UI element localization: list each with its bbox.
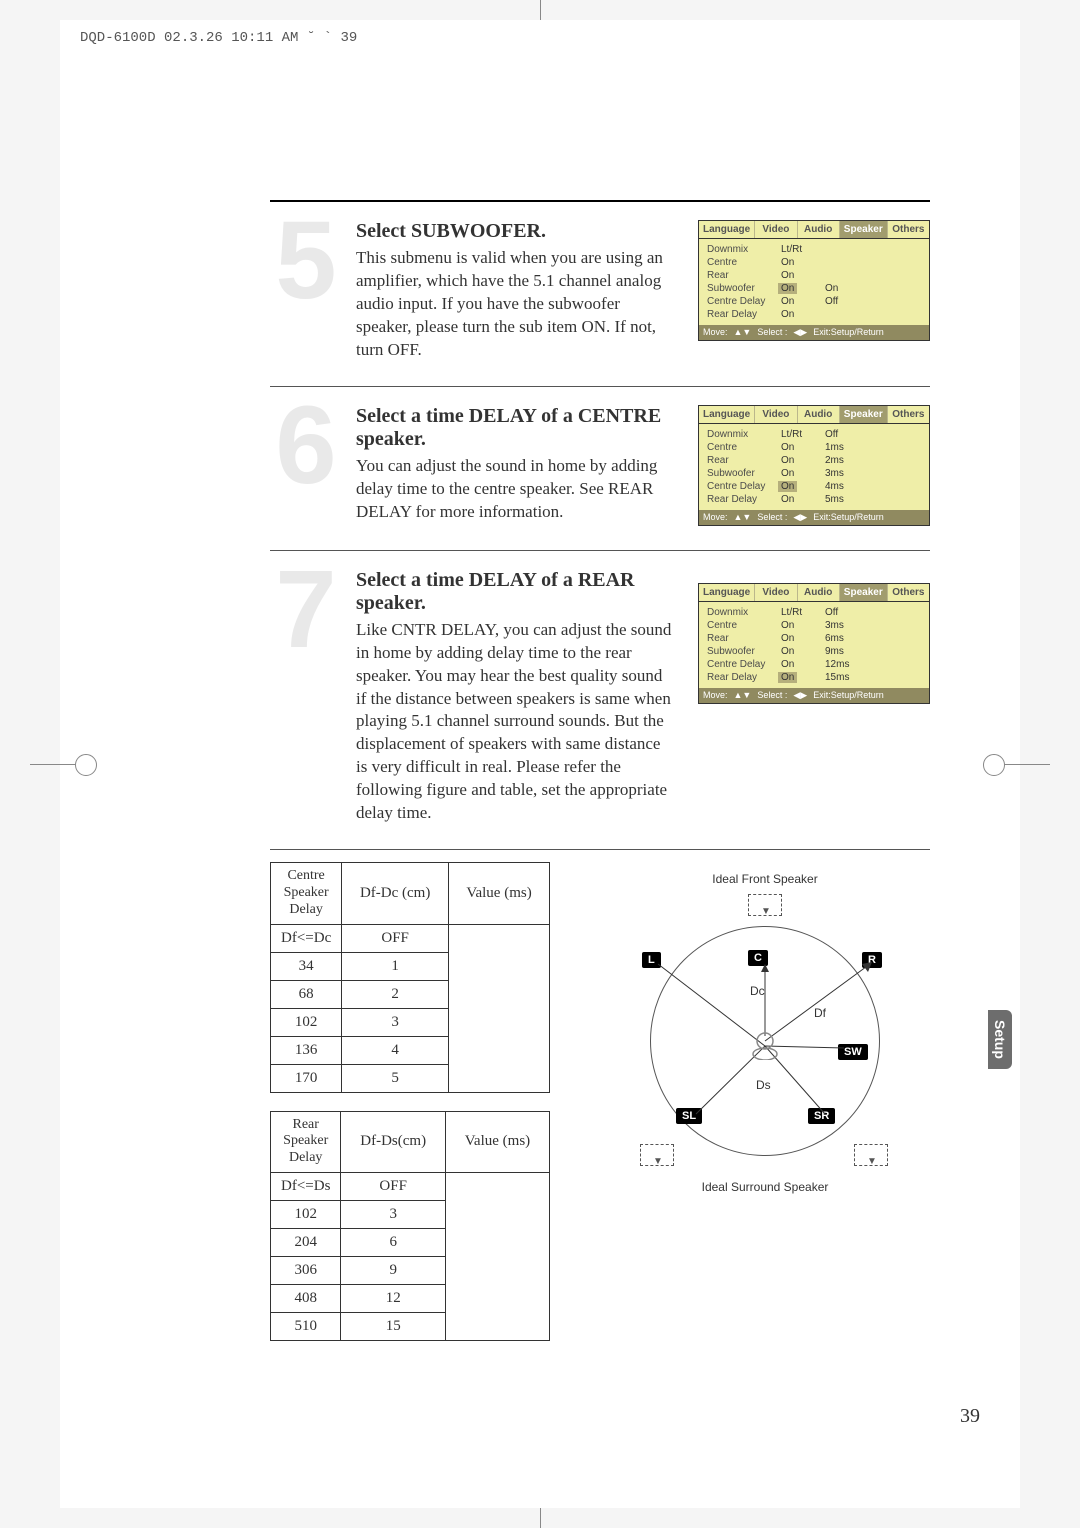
step-title: Select a time DELAY of a REAR speaker. bbox=[356, 569, 672, 615]
menu-footer: Move:▲▼ Select :◀▶ Exit:Setup/Return bbox=[699, 510, 929, 525]
menu-row: CentreOn3ms bbox=[707, 619, 921, 632]
ideal-surround-label: Ideal Surround Speaker bbox=[600, 1180, 930, 1194]
table-row: 1023 bbox=[271, 1200, 550, 1228]
menu-row: CentreOn1ms bbox=[707, 441, 921, 454]
tab-video: Video bbox=[755, 584, 797, 601]
menu-row: DownmixLt/RtOff bbox=[707, 428, 921, 441]
page-number: 39 bbox=[960, 1405, 980, 1428]
tab-speaker: Speaker bbox=[840, 221, 888, 238]
table-row: 1705 bbox=[271, 1064, 550, 1092]
rear-table-label: Rear Speaker Delay bbox=[271, 1111, 341, 1172]
menu-row: SubwooferOn3ms bbox=[707, 467, 921, 480]
menu-row: SubwooferOnOn bbox=[707, 282, 921, 295]
step-6: 6 Select a time DELAY of a CENTRE speake… bbox=[270, 387, 930, 551]
table-row: 1364 bbox=[271, 1036, 550, 1064]
table-row: 341 bbox=[271, 952, 550, 980]
step-7: 7 Select a time DELAY of a REAR speaker.… bbox=[270, 551, 930, 850]
speaker-diagram: Ideal Front Speaker ▼ L C R SW SL SR Dc … bbox=[600, 862, 930, 1359]
table-row: 2046 bbox=[271, 1228, 550, 1256]
step-title: Select a time DELAY of a CENTRE speaker. bbox=[356, 405, 672, 451]
menu-row: Centre DelayOn12ms bbox=[707, 658, 921, 671]
menu-row: RearOn bbox=[707, 269, 921, 282]
tab-speaker: Speaker bbox=[840, 584, 888, 601]
menu-row: Rear DelayOn15ms bbox=[707, 671, 921, 684]
table-row: 3069 bbox=[271, 1256, 550, 1284]
step-text: This submenu is valid when you are using… bbox=[356, 247, 672, 362]
step-5: 5 Select SUBWOOFER. This submenu is vali… bbox=[270, 202, 930, 387]
table-row: 51015 bbox=[271, 1312, 550, 1340]
ideal-front-label: Ideal Front Speaker bbox=[600, 872, 930, 886]
menu-row: CentreOn bbox=[707, 256, 921, 269]
tab-language: Language bbox=[699, 406, 755, 423]
step-text: Like CNTR DELAY, you can adjust the soun… bbox=[356, 619, 672, 825]
menu-row: SubwooferOn9ms bbox=[707, 645, 921, 658]
surround-ideal-box-r: ▼ bbox=[854, 1144, 888, 1166]
tab-video: Video bbox=[755, 221, 797, 238]
tab-others: Others bbox=[888, 584, 929, 601]
side-tab-setup: Setup bbox=[988, 1010, 1012, 1069]
page-body: DQD-6100D 02.3.26 10:11 AM ˘ ` 39 5 Sele… bbox=[60, 20, 1020, 1508]
table-row: Df<=DsOFF bbox=[271, 1172, 550, 1200]
tab-audio: Audio bbox=[798, 406, 840, 423]
menu-row: RearOn6ms bbox=[707, 632, 921, 645]
table-row: 1023 bbox=[271, 1008, 550, 1036]
menu-row: Centre DelayOn4ms bbox=[707, 480, 921, 493]
menu-row: DownmixLt/RtOff bbox=[707, 606, 921, 619]
doc-header: DQD-6100D 02.3.26 10:11 AM ˘ ` 39 bbox=[80, 30, 357, 46]
step-title: Select SUBWOOFER. bbox=[356, 220, 672, 243]
menu-footer: Move:▲▼ Select :◀▶ Exit:Setup/Return bbox=[699, 688, 929, 703]
menu-row: Rear DelayOn bbox=[707, 308, 921, 321]
step-number: 6 bbox=[270, 405, 342, 526]
tab-audio: Audio bbox=[798, 221, 840, 238]
tab-video: Video bbox=[755, 406, 797, 423]
step-text: You can adjust the sound in home by addi… bbox=[356, 455, 672, 524]
menu-row: DownmixLt/Rt bbox=[707, 243, 921, 256]
tab-others: Others bbox=[888, 406, 929, 423]
osd-menu-6: Language Video Audio Speaker Others Down… bbox=[698, 405, 930, 526]
tab-others: Others bbox=[888, 221, 929, 238]
tab-language: Language bbox=[699, 221, 755, 238]
step-number: 5 bbox=[270, 220, 342, 362]
tables-diagram-row: Centre Speaker Delay Df-Dc (cm) Value (m… bbox=[270, 862, 930, 1359]
menu-footer: Move:▲▼ Select :◀▶ Exit:Setup/Return bbox=[699, 325, 929, 340]
step-number: 7 bbox=[270, 569, 342, 825]
table-row: Df<=DcOFF bbox=[271, 924, 550, 952]
surround-ideal-box-l: ▼ bbox=[640, 1144, 674, 1166]
table-row: 682 bbox=[271, 980, 550, 1008]
osd-menu-5: Language Video Audio Speaker Others Down… bbox=[698, 220, 930, 341]
tab-audio: Audio bbox=[798, 584, 840, 601]
osd-menu-7: Language Video Audio Speaker Others Down… bbox=[698, 583, 930, 704]
content-area: 5 Select SUBWOOFER. This submenu is vali… bbox=[270, 200, 930, 1359]
listener-icon bbox=[748, 1030, 782, 1060]
centre-table-label: Centre Speaker Delay bbox=[271, 863, 342, 924]
table-row: 40812 bbox=[271, 1284, 550, 1312]
centre-delay-table: Centre Speaker Delay Df-Dc (cm) Value (m… bbox=[270, 862, 550, 1092]
tab-language: Language bbox=[699, 584, 755, 601]
menu-row: Rear DelayOn5ms bbox=[707, 493, 921, 506]
menu-row: RearOn2ms bbox=[707, 454, 921, 467]
menu-row: Centre DelayOnOff bbox=[707, 295, 921, 308]
tab-speaker: Speaker bbox=[840, 406, 888, 423]
rear-delay-table: Rear Speaker Delay Df-Ds(cm) Value (ms) … bbox=[270, 1111, 550, 1341]
